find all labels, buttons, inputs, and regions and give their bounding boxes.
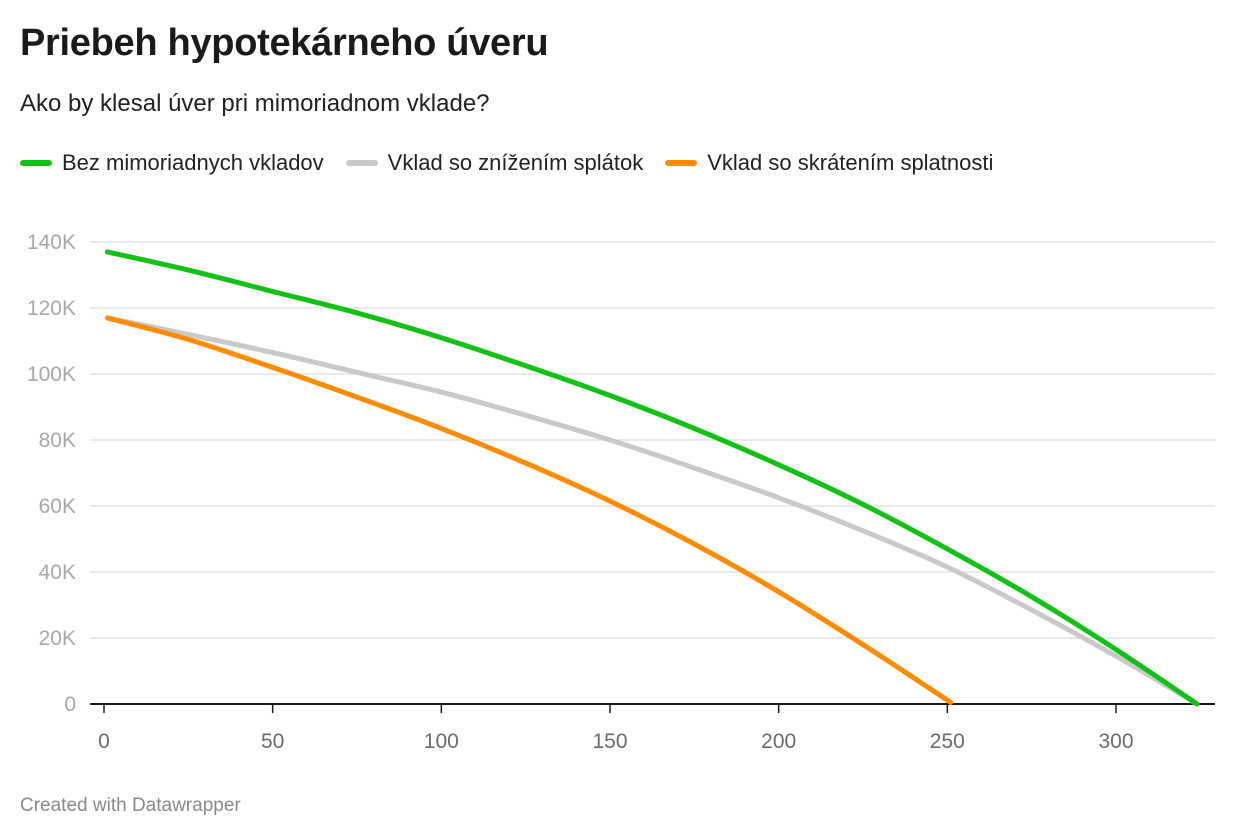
- series-line-znizenie-splatok: [104, 315, 1200, 707]
- credit-footer: Created with Datawrapper: [20, 795, 241, 816]
- x-axis: 0 50 100 150 200 250 300: [90, 703, 1215, 753]
- chart-title: Priebeh hypotekárneho úveru: [20, 22, 549, 64]
- y-tick-label: 0: [64, 693, 76, 716]
- legend-item-skratenie-splatnosti: Vklad so skrátením splatnosti: [665, 150, 993, 176]
- chart-subtitle: Ako by klesal úver pri mimoriadnom vklad…: [20, 90, 490, 117]
- series-line-skratenie-splatnosti: [104, 315, 954, 705]
- y-tick-label: 120K: [27, 297, 76, 320]
- y-axis-labels: 0 20K 40K 60K 80K 100K 120K 140K: [27, 231, 76, 716]
- y-tick-label: 80K: [39, 429, 76, 452]
- y-tick-label: 20K: [39, 627, 76, 650]
- x-tick-label: 300: [1098, 730, 1133, 753]
- y-tick-label: 100K: [27, 363, 76, 386]
- line-chart: 0 20K 40K 60K 80K 100K 120K 140K 0 50 100 150 200 25…: [27, 231, 1215, 753]
- legend-swatch-znizenie-splatok: [345, 160, 378, 166]
- x-tick-label: 50: [261, 730, 284, 753]
- y-tick-label: 40K: [39, 561, 76, 584]
- legend-item-znizenie-splatok: Vklad so znížením splátok: [345, 150, 644, 176]
- legend-label-skratenie-splatnosti: Vklad so skrátením splatnosti: [707, 150, 994, 175]
- legend-label-bez-vkladov: Bez mimoriadnych vkladov: [62, 150, 324, 175]
- y-tick-label: 140K: [27, 231, 76, 254]
- legend-item-bez-vkladov: Bez mimoriadnych vkladov: [20, 150, 324, 176]
- series-line-bez-vkladov: [104, 249, 1200, 707]
- x-tick-label: 150: [592, 730, 627, 753]
- x-tick-label: 200: [761, 730, 796, 753]
- x-tick-label: 0: [98, 730, 110, 753]
- series-lines: [104, 249, 1200, 707]
- y-tick-label: 60K: [39, 495, 76, 518]
- legend-swatch-skratenie-splatnosti: [665, 160, 698, 166]
- x-tick-label: 100: [424, 730, 459, 753]
- gridlines: [90, 241, 1215, 639]
- legend-swatch-bez-vkladov: [20, 160, 52, 166]
- x-tick-label: 250: [930, 730, 965, 753]
- legend-label-znizenie-splatok: Vklad so znížením splátok: [387, 150, 644, 175]
- legend: Bez mimoriadnych vkladov Vklad so znížen…: [20, 150, 1015, 176]
